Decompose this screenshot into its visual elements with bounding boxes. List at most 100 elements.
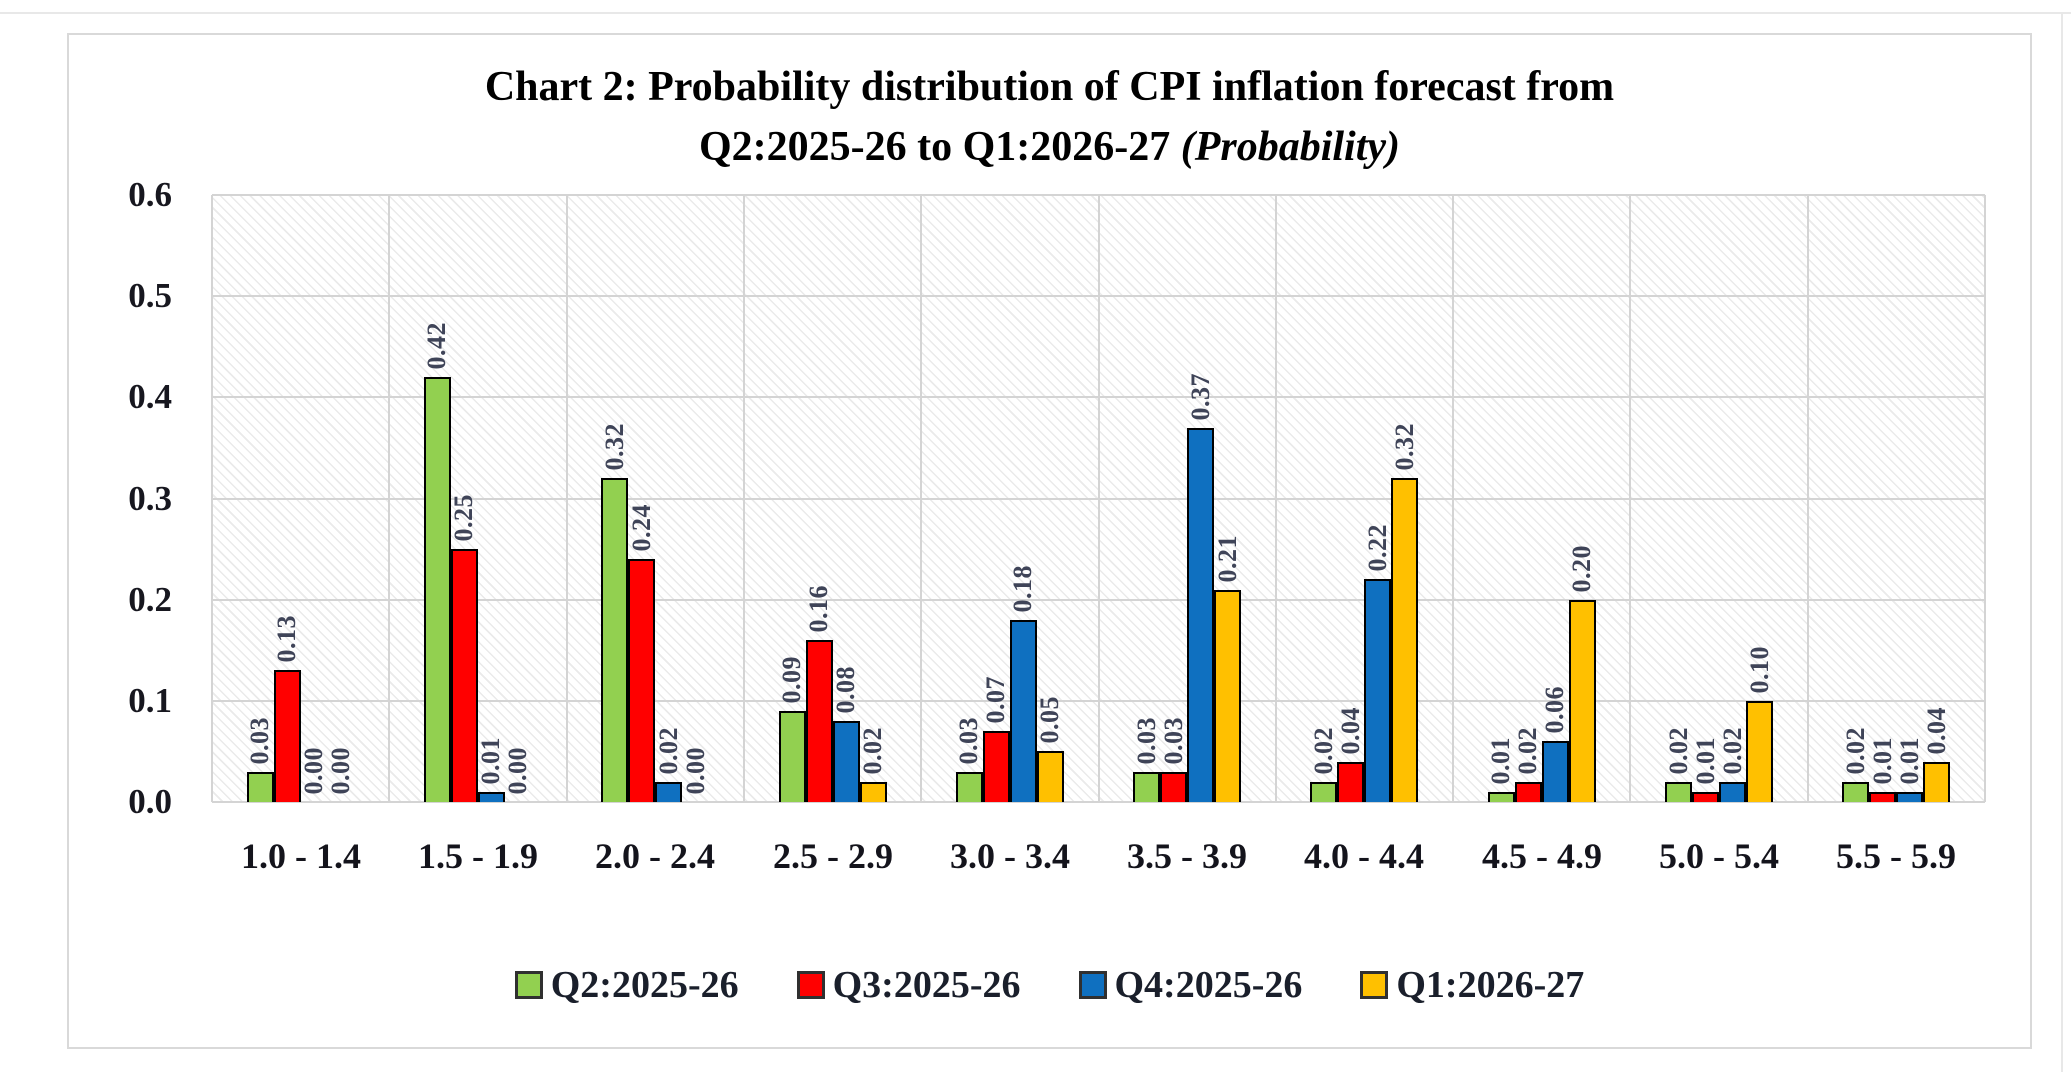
bar — [1009, 620, 1037, 802]
legend: Q2:2025-26 Q3:2025-26 Q4:2025-26 Q1:2026-27 — [69, 963, 2030, 1007]
x-axis-category-label: 2.0 - 2.4 — [595, 836, 715, 876]
bar-data-label: 0.02 — [653, 726, 683, 775]
bar — [423, 377, 451, 802]
legend-swatch-icon — [1078, 971, 1107, 999]
gridline-vertical — [1098, 195, 1100, 802]
legend-swatch-icon — [796, 971, 825, 999]
legend-item: Q2:2025-26 — [514, 963, 739, 1007]
x-axis-category-label: 1.0 - 1.4 — [241, 836, 361, 876]
bar — [1746, 701, 1774, 802]
gridline-vertical — [211, 195, 213, 802]
bar — [1391, 478, 1419, 802]
bar — [450, 549, 478, 802]
bar-data-label: 0.03 — [1131, 716, 1161, 765]
bar-data-label: 0.02 — [858, 726, 888, 775]
y-axis-tick-label: 0.2 — [128, 580, 172, 619]
bar-data-label: 0.02 — [1308, 726, 1338, 775]
legend-swatch-icon — [514, 971, 543, 999]
bar-data-label: 0.03 — [1158, 716, 1188, 765]
bar — [1923, 762, 1951, 802]
x-axis-category-label: 5.5 - 5.9 — [1836, 836, 1956, 876]
bar-data-label: 0.01 — [1894, 736, 1924, 785]
bar — [655, 782, 683, 802]
bar-data-label: 0.24 — [626, 503, 656, 552]
bar — [1160, 772, 1188, 802]
bar-data-label: 0.02 — [1513, 726, 1543, 775]
bar-data-label: 0.02 — [1717, 726, 1747, 775]
bar — [1036, 751, 1064, 802]
bar — [1187, 428, 1215, 802]
bar-data-label: 0.16 — [804, 584, 834, 633]
legend-item: Q3:2025-26 — [796, 963, 1021, 1007]
bar — [832, 721, 860, 802]
bar-data-label: 0.01 — [476, 736, 506, 785]
gridline-vertical — [920, 195, 922, 802]
x-axis-category-label: 2.5 - 2.9 — [773, 836, 893, 876]
bar-data-label: 0.02 — [1663, 726, 1693, 775]
bar — [1310, 782, 1338, 802]
bar-data-label: 0.03 — [954, 716, 984, 765]
gridline-vertical — [1275, 195, 1277, 802]
x-axis-category-label: 5.0 - 5.4 — [1659, 836, 1779, 876]
bar-data-label: 0.13 — [272, 614, 302, 663]
bar — [1514, 782, 1542, 802]
gridline-vertical — [1984, 195, 1986, 802]
bar-data-label: 0.37 — [1185, 372, 1215, 421]
bar-data-label: 0.18 — [1008, 564, 1038, 613]
bar — [1214, 590, 1242, 802]
bar — [1869, 792, 1897, 802]
bar-data-label: 0.10 — [1744, 645, 1774, 694]
chart-frame: Chart 2: Probability distribution of CPI… — [67, 33, 2032, 1049]
page-top-rule — [0, 12, 2071, 14]
gridline-vertical — [1452, 195, 1454, 802]
bar — [859, 782, 887, 802]
bar-data-label: 0.05 — [1035, 695, 1065, 744]
bar-data-label: 0.04 — [1335, 706, 1365, 755]
chart-title-line1: Chart 2: Probability distribution of CPI… — [484, 64, 1615, 110]
bar — [477, 792, 505, 802]
bar-data-label: 0.01 — [1867, 736, 1897, 785]
bar-data-label: 0.03 — [245, 716, 275, 765]
bar-data-label: 0.02 — [1840, 726, 1870, 775]
bar-data-label: 0.00 — [299, 746, 329, 795]
legend-item: Q1:2026-27 — [1360, 963, 1584, 1007]
legend-item: Q4:2025-26 — [1078, 963, 1303, 1007]
legend-label: Q4:2025-26 — [1114, 964, 1303, 1006]
bar — [628, 559, 656, 802]
bar-data-label: 0.01 — [1486, 736, 1516, 785]
gridline-vertical — [1807, 195, 1809, 802]
bar-data-label: 0.32 — [1389, 422, 1419, 471]
bar-data-label: 0.00 — [503, 746, 533, 795]
bar-data-label: 0.00 — [326, 746, 356, 795]
gridline-vertical — [566, 195, 568, 802]
y-axis-tick-label: 0.1 — [128, 681, 172, 720]
x-axis-category-label: 3.5 - 3.9 — [1127, 836, 1247, 876]
bar — [1337, 762, 1365, 802]
bar — [1896, 792, 1924, 802]
x-axis-category-label: 4.5 - 4.9 — [1482, 836, 1602, 876]
bar — [1665, 782, 1693, 802]
bar — [805, 640, 833, 802]
gridline-vertical — [743, 195, 745, 802]
gridline-vertical — [1629, 195, 1631, 802]
x-axis-category-label: 4.0 - 4.4 — [1304, 836, 1424, 876]
bar — [1487, 792, 1515, 802]
y-axis-tick-label: 0.6 — [128, 175, 172, 214]
y-axis-tick-label: 0.5 — [128, 276, 172, 315]
page-right-rule — [2061, 12, 2063, 1072]
y-axis-tick-label: 0.0 — [128, 782, 172, 821]
bar — [982, 731, 1010, 802]
bar-data-label: 0.21 — [1212, 534, 1242, 583]
bar-data-label: 0.07 — [981, 675, 1011, 724]
bar-data-label: 0.08 — [831, 665, 861, 714]
bar — [1692, 792, 1720, 802]
chart-title: Chart 2: Probability distribution of CPI… — [69, 57, 2030, 177]
bar-data-label: 0.04 — [1921, 706, 1951, 755]
x-axis-category-label: 3.0 - 3.4 — [950, 836, 1070, 876]
y-axis-tick-label: 0.4 — [128, 377, 172, 416]
legend-label: Q3:2025-26 — [832, 964, 1021, 1006]
bar — [1568, 600, 1596, 802]
plot-area: 0.03 0.13 0.00 0.00 0.42 0.25 0.01 0.00 0.32 0.24… — [211, 194, 1986, 803]
bar — [1842, 782, 1870, 802]
